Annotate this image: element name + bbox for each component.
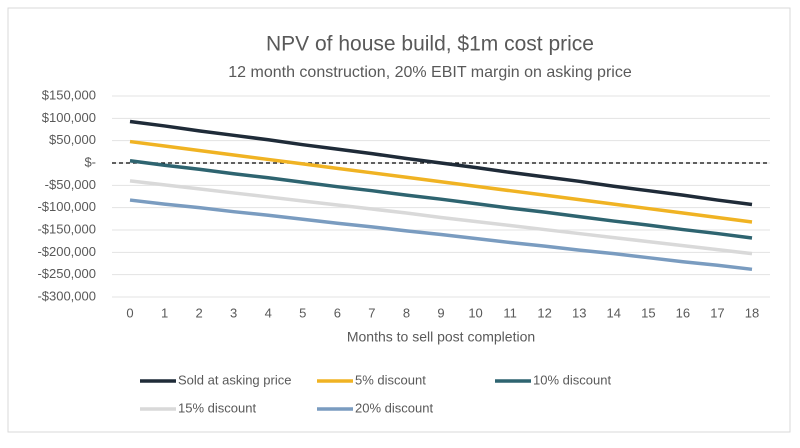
y-tick-label: $50,000 [49, 132, 96, 147]
x-tick-label: 15 [641, 305, 655, 320]
x-tick-label: 17 [710, 305, 724, 320]
y-tick-label: -$150,000 [37, 221, 96, 236]
x-tick-label: 9 [437, 305, 444, 320]
x-tick-label: 6 [334, 305, 341, 320]
chart-title: NPV of house build, $1m cost price [266, 33, 594, 56]
y-tick-label: $100,000 [42, 110, 96, 125]
x-tick-label: 1 [161, 305, 168, 320]
series-line [129, 139, 753, 224]
x-tick-label: 0 [126, 305, 133, 320]
y-tick-label: -$250,000 [37, 266, 96, 281]
chart-frame [7, 7, 791, 433]
x-tick-label: 2 [195, 305, 202, 320]
x-tick-label: 18 [745, 305, 759, 320]
x-tick-label: 16 [676, 305, 690, 320]
x-tick-label: 11 [503, 305, 517, 320]
y-tick-label: -$100,000 [37, 199, 96, 214]
x-tick-label: 8 [403, 305, 410, 320]
x-tick-label: 3 [230, 305, 237, 320]
legend-label: 5% discount [355, 372, 426, 387]
x-tick-label: 5 [299, 305, 306, 320]
x-tick-label: 10 [468, 305, 482, 320]
x-tick-label: 12 [537, 305, 551, 320]
y-tick-label: $150,000 [42, 87, 96, 102]
legend-label: Sold at asking price [178, 372, 291, 387]
y-tick-label: -$300,000 [37, 288, 96, 303]
legend-label: 10% discount [533, 372, 611, 387]
x-axis-title: Months to sell post completion [347, 329, 535, 345]
y-tick-label: -$50,000 [45, 177, 96, 192]
legend-label: 15% discount [178, 400, 256, 415]
x-tick-label: 7 [368, 305, 375, 320]
y-tick-label: $- [84, 154, 96, 169]
series-line [129, 159, 753, 240]
series-line [129, 119, 753, 207]
x-tick-label: 14 [607, 305, 621, 320]
legend-label: 20% discount [355, 400, 433, 415]
series-line [129, 179, 753, 256]
y-tick-label: -$200,000 [37, 244, 96, 259]
x-tick-label: 4 [265, 305, 272, 320]
chart-subtitle: 12 month construction, 20% EBIT margin o… [228, 64, 632, 81]
series-line [129, 198, 753, 272]
x-tick-label: 13 [572, 305, 586, 320]
